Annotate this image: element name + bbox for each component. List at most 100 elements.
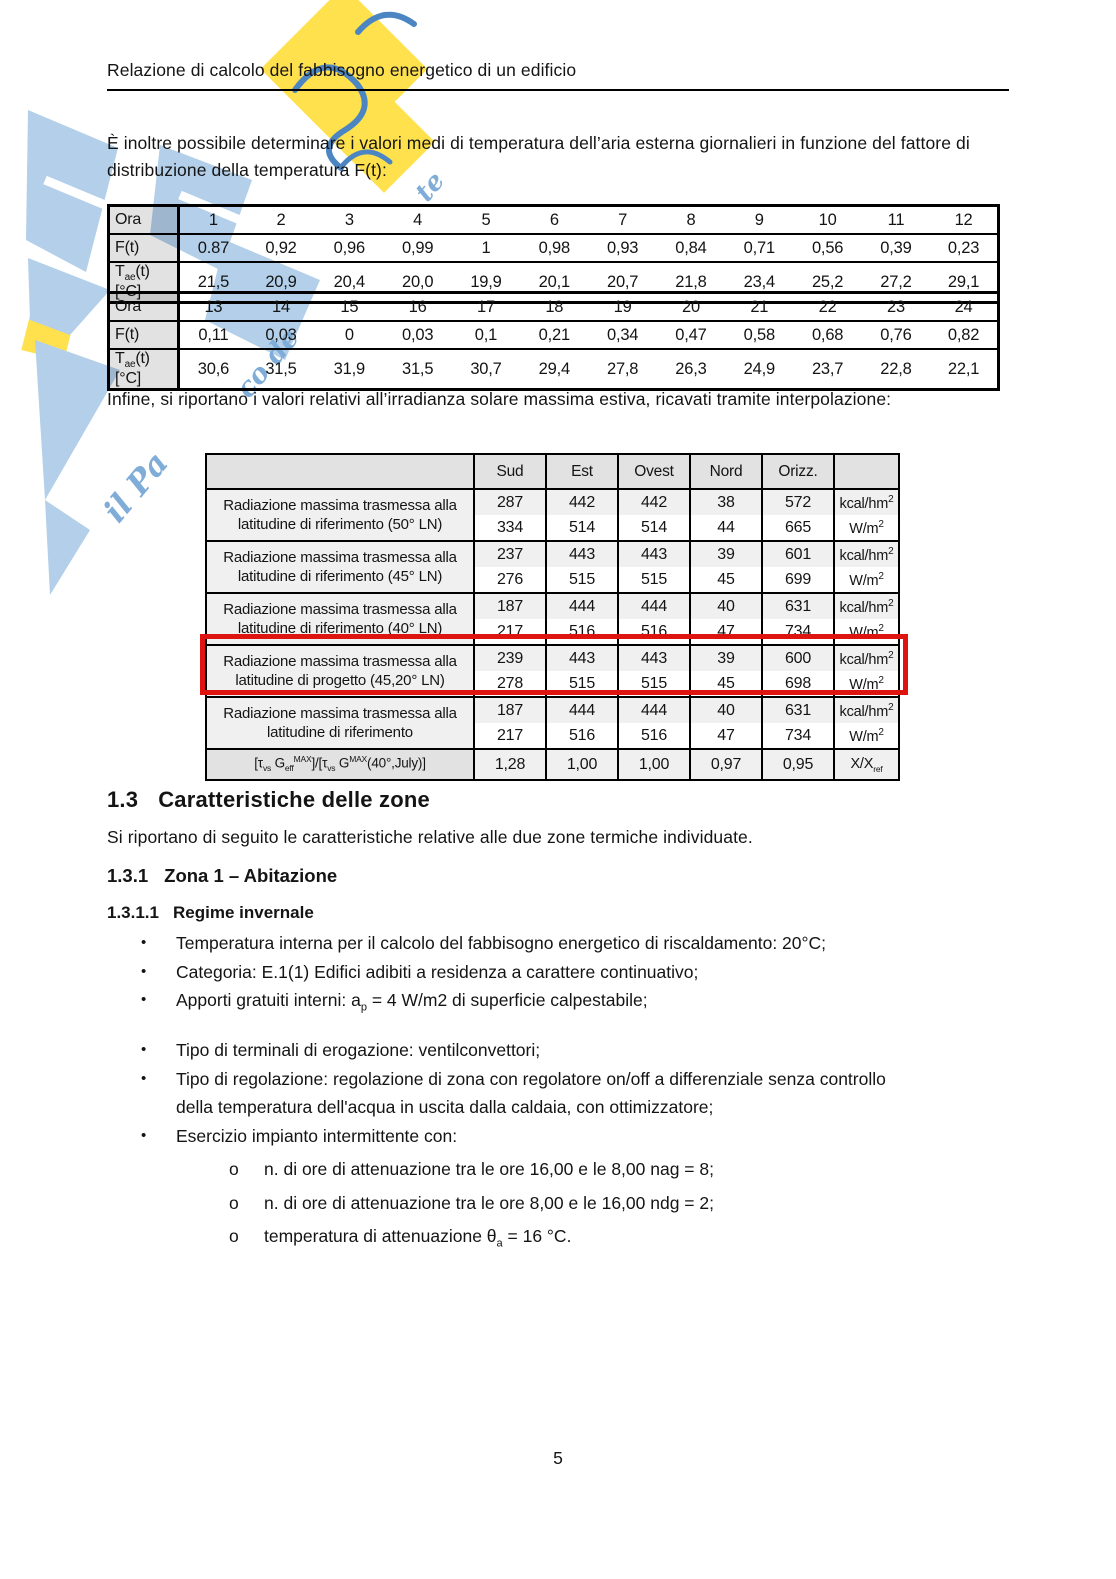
row-label: Radiazione massima trasmessa alla latitud…: [205, 644, 475, 697]
table-row: 217 516 516 47 734 W/m2: [206, 723, 900, 749]
cell: 25,2: [793, 261, 862, 303]
cell: 45: [689, 567, 763, 593]
cell: 21: [750, 297, 769, 316]
sub-list-item: o temperatura di attenuazione θa = 16 °C…: [229, 1222, 1041, 1258]
cell: 601: [761, 540, 835, 567]
cell: 278: [473, 671, 547, 697]
table-row: Ora 1 2 3 4 5 6 7 8 9 10 11 12: [108, 205, 999, 234]
cell: 1,28: [473, 748, 547, 780]
cell: 22,8: [861, 348, 931, 390]
row-label: Ora: [108, 292, 180, 321]
table-row: F(t) 0,11 0,03 0 0,03 0,1 0,21 0,34 0,47…: [108, 320, 999, 349]
cell: 0,56: [793, 233, 862, 262]
table-row: 334 514 514 44 665 W/m2: [206, 515, 900, 541]
cell: 187: [473, 696, 547, 723]
table-header-row: Sud Est Ovest Nord Orizz.: [205, 454, 900, 490]
cell: 734: [761, 723, 835, 749]
table-row: 217 516 516 47 734 W/m2: [206, 619, 900, 645]
cell: 443: [545, 644, 619, 671]
row-label: Radiazione massima trasmessa alla latitud…: [205, 592, 475, 645]
cell: 18: [545, 297, 564, 316]
cell: 0,68: [793, 320, 862, 349]
cell: 516: [617, 723, 691, 749]
cell: 31,5: [383, 348, 452, 390]
cell: 665: [761, 515, 835, 541]
cell: [833, 454, 900, 490]
intro-paragraph: È inoltre possibile determinare i valori…: [107, 133, 970, 180]
cell: 631: [761, 592, 835, 619]
section-heading-1-3: 1.3 Caratteristiche delle zone: [107, 787, 430, 812]
cell: 23,7: [793, 348, 862, 390]
table-row: Radiazione massima trasmessa alla latitud…: [205, 592, 900, 645]
cell: 22: [818, 297, 837, 316]
cell: 27,8: [588, 348, 657, 390]
column-header: Nord: [689, 454, 763, 490]
cell: 8: [686, 210, 696, 229]
cell: 11: [887, 210, 905, 229]
cell: 287: [473, 488, 547, 515]
cell: 0,93: [588, 233, 657, 262]
row-label: Tae(t) [°C]: [108, 348, 180, 390]
cell: 6: [549, 210, 559, 229]
cell: 47: [689, 619, 763, 645]
unit-cell: W/m2: [833, 723, 900, 749]
bullet-icon: •: [141, 1069, 147, 1087]
cell: 44: [689, 515, 763, 541]
cell: 516: [545, 723, 619, 749]
cell: 47: [689, 723, 763, 749]
cell: 0,71: [725, 233, 794, 262]
running-header: Relazione di calcolo del fabbisogno ener…: [107, 60, 1009, 91]
cell: 40: [689, 696, 763, 723]
row-label: Radiazione massima trasmessa alla latitud…: [205, 696, 475, 749]
cell: 0,1: [451, 320, 521, 349]
cell: 442: [617, 488, 691, 515]
cell: 0.87: [178, 233, 247, 262]
cell: 0,58: [725, 320, 794, 349]
cell: 443: [617, 540, 691, 567]
unit-cell: kcal/hm2: [833, 696, 900, 723]
cell: 38: [689, 488, 763, 515]
table-row: Tae(t) [°C] 30,6 31,5 31,9 31,5 30,7 29,…: [108, 348, 999, 390]
table-row: Radiazione massima trasmessa alla latitud…: [205, 488, 900, 541]
cell: 16: [408, 297, 427, 316]
list-item: • Temperatura interna per il calcolo del…: [141, 929, 1041, 958]
row-label: Radiazione massima trasmessa alla latitud…: [205, 488, 475, 541]
table-row: Ora 13 14 15 16 17 18 19 20 21 22 23 24: [108, 292, 999, 321]
table-row: 276 515 515 45 699 W/m2: [206, 567, 900, 593]
cell: 0,82: [930, 320, 999, 349]
ratio-row: [τvs GeffMAX]/[τvs GMAX(40°,July)] 1,28 …: [205, 748, 900, 780]
table-row: F(t) 0.87 0,92 0,96 0,99 1 0,98 0,93 0,8…: [108, 233, 999, 262]
cell: 1,00: [545, 748, 619, 780]
cell: 20,7: [588, 261, 657, 303]
cell: 1: [451, 233, 521, 262]
unit-cell: W/m2: [833, 515, 900, 541]
cell: 516: [545, 619, 619, 645]
cell: 24,9: [725, 348, 794, 390]
table-row-highlighted: Radiazione massima trasmessa alla latitud…: [205, 644, 900, 697]
sub-bullet-icon: o: [229, 1226, 239, 1246]
column-header: Orizz.: [761, 454, 835, 490]
cell: 39: [689, 540, 763, 567]
cell: 40: [689, 592, 763, 619]
row-label: Ora: [108, 205, 180, 234]
cell: 1: [208, 210, 218, 229]
cell: 3: [344, 210, 354, 229]
column-header: Sud: [473, 454, 547, 490]
cell: 334: [473, 515, 547, 541]
row-label: Radiazione massima trasmessa alla latitud…: [205, 540, 475, 593]
hour-table-13-24: Ora 13 14 15 16 17 18 19 20 21 22 23 24 …: [107, 291, 1000, 392]
bullet-list: • Temperatura interna per il calcolo del…: [141, 929, 1041, 1258]
cell: 10: [818, 210, 837, 229]
bullet-icon: •: [141, 934, 147, 951]
cell: 19: [613, 297, 632, 316]
cell: 0,34: [588, 320, 657, 349]
cell: 514: [545, 515, 619, 541]
cell: 444: [545, 592, 619, 619]
cell: 0,97: [689, 748, 763, 780]
table-row: Radiazione massima trasmessa alla latitud…: [205, 540, 900, 593]
sub-bullet-icon: o: [229, 1192, 239, 1213]
cell: 7: [618, 210, 628, 229]
cell: 572: [761, 488, 835, 515]
cell: 29,4: [520, 348, 589, 390]
